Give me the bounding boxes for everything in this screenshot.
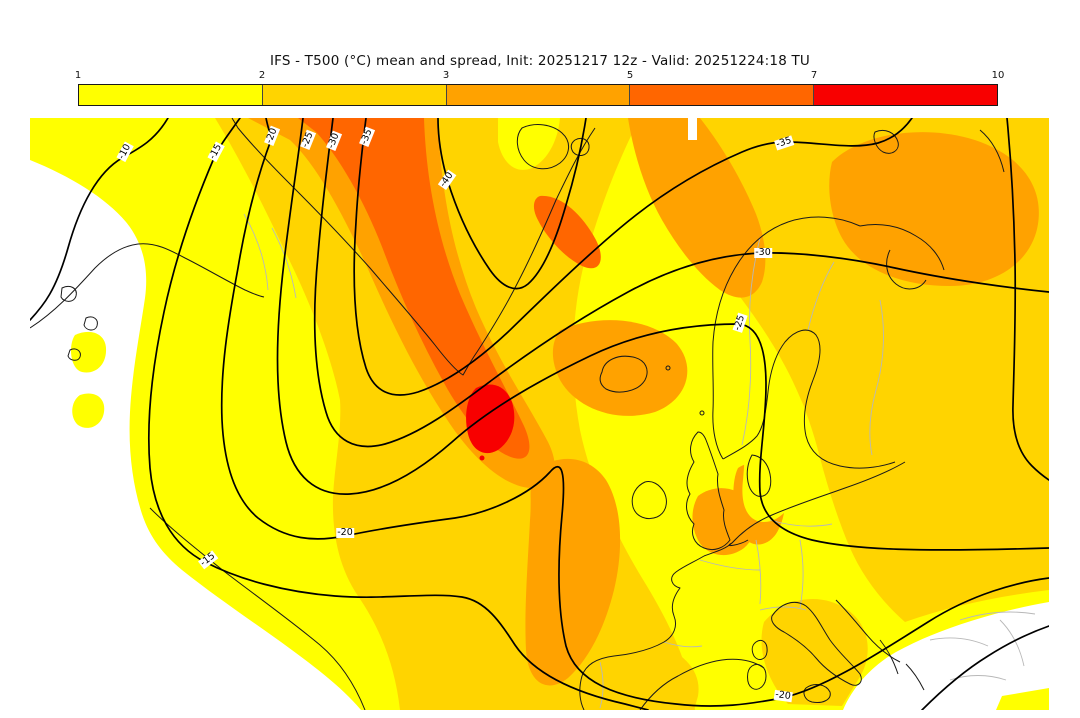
coastline-labrador	[30, 243, 265, 329]
spread-5-7-ne-streak	[533, 195, 601, 269]
contour-label--30: -30	[325, 130, 342, 152]
contour-label--10: -10	[116, 141, 134, 163]
spread-3-5-northsea-band	[525, 458, 621, 686]
coastline-arctic-islands	[873, 129, 1005, 173]
coastline-greece	[879, 639, 925, 691]
colorbar-swatches	[78, 84, 998, 106]
coastline-denmark	[746, 454, 772, 497]
contour-label--25: -25	[731, 313, 748, 333]
coastline-uk	[686, 431, 731, 551]
coastline-greenland	[231, 118, 596, 376]
border-alps	[759, 606, 807, 611]
page-title: IFS - T500 (°C) mean and spread, Init: 2…	[269, 53, 811, 69]
spread-1-2-islet-a	[70, 331, 107, 373]
coastline-sardinia	[747, 663, 767, 690]
coastline-bothnia	[722, 329, 896, 469]
contour-label--20: -20	[263, 125, 280, 147]
border-sweden-finland	[807, 261, 835, 331]
spread-7-10-dot	[479, 455, 485, 461]
coastline-adriatic	[835, 599, 901, 663]
colorbar-tick-3: 3	[442, 70, 450, 81]
coastline-corsica	[751, 639, 768, 660]
contour-minus35	[353, 118, 913, 396]
coastline-iceland	[599, 355, 648, 393]
border-greenland-ice-a	[243, 213, 269, 291]
nodata-top-sliver	[688, 118, 697, 140]
border-balkans-a	[929, 637, 989, 647]
coastline-svalbard-east	[570, 137, 590, 156]
border-norway-sweden	[741, 237, 761, 446]
coastline-whitesea	[886, 249, 927, 290]
contour-label--25: -25	[299, 129, 316, 151]
coastline-faroe	[665, 365, 671, 371]
map-area: -10 -15 -20 -25 -30 -35 -40 -35 -30 -25 -20 -15 -20 …	[30, 118, 1049, 710]
coastline-kola	[859, 223, 945, 271]
map-canvas	[30, 118, 1049, 710]
coastline-baltic-south	[731, 461, 906, 544]
contour-minus30	[313, 118, 1049, 448]
colorbar-tick-5: 5	[626, 70, 634, 81]
spread-1-2-svalbard-patch	[498, 118, 560, 170]
contour-label--35: -35	[358, 126, 375, 148]
border-poland	[799, 539, 804, 609]
contour-label--30: -30	[754, 247, 772, 258]
colorbar-segment-2-3	[261, 85, 446, 105]
contour-minus25	[276, 118, 1049, 551]
colorbar-tick-1: 1	[74, 70, 82, 81]
coastline-baffin-islets	[60, 285, 98, 361]
coastline-scandinavia-west	[712, 216, 861, 460]
border-anatolia	[949, 675, 1007, 681]
spread-fill-layer	[30, 118, 1049, 710]
spread-2-3-iberia	[556, 637, 699, 710]
contour-label--15: -15	[198, 550, 218, 570]
contour-right-edge	[1006, 118, 1049, 481]
colorbar-tick-7: 7	[810, 70, 818, 81]
coastline-shetland	[699, 410, 705, 416]
colorbar: 1 2 3 5 7 10	[74, 70, 1005, 106]
border-france-north	[699, 559, 761, 571]
contour-label--20: -20	[773, 688, 793, 703]
colorbar-segment-5-7	[629, 85, 814, 105]
spread-1-2-islet-b	[72, 393, 105, 428]
coastline-med-spain-france	[639, 658, 765, 710]
border-france-spain	[663, 641, 703, 648]
coastline-channel-lowcountries	[703, 539, 749, 557]
coastline-ireland	[631, 481, 667, 520]
border-greenland-ice-b	[271, 227, 297, 299]
spread-7-10-blob	[466, 384, 515, 454]
coastline-layer	[30, 118, 1005, 710]
nodata-southeast	[843, 602, 1049, 710]
spread-5-7-core-band	[298, 118, 530, 459]
colorbar-segment-3-5	[445, 85, 630, 105]
spread-1-2-se-strip	[996, 688, 1049, 710]
colorbar-segment-1-2	[79, 85, 262, 105]
contour-label--20: -20	[336, 527, 354, 538]
contour-minus10	[30, 118, 169, 321]
contour-label-layer: -10 -15 -20 -25 -30 -35 -40 -35 -30 -25 -20 -15 -20	[30, 118, 1049, 710]
border-layer	[243, 213, 1036, 709]
contour-southeast	[921, 625, 1049, 710]
coastline-svalbard-main	[516, 124, 569, 170]
colorbar-tick-10: 10	[991, 70, 1005, 81]
colorbar-tick-2: 2	[258, 70, 266, 81]
coastline-newfoundland	[149, 507, 366, 710]
border-blacksea-coast	[959, 611, 1036, 621]
border-finland-russia	[869, 299, 884, 456]
spread-3-5-iceland-ring	[552, 320, 688, 416]
coastline-italy	[771, 601, 862, 686]
border-germany	[755, 539, 762, 605]
contour-label--15: -15	[207, 141, 225, 163]
colorbar-tick-labels: 1 2 3 5 7 10	[74, 70, 1005, 84]
spread-3-5-northeast-blob	[829, 132, 1039, 286]
contour-label--40: -40	[437, 169, 457, 191]
colorbar-segment-7-10	[813, 85, 997, 105]
contour-label--35: -35	[774, 134, 794, 151]
spread-3-5-norway-arc	[628, 118, 766, 298]
nodata-west	[30, 160, 361, 710]
